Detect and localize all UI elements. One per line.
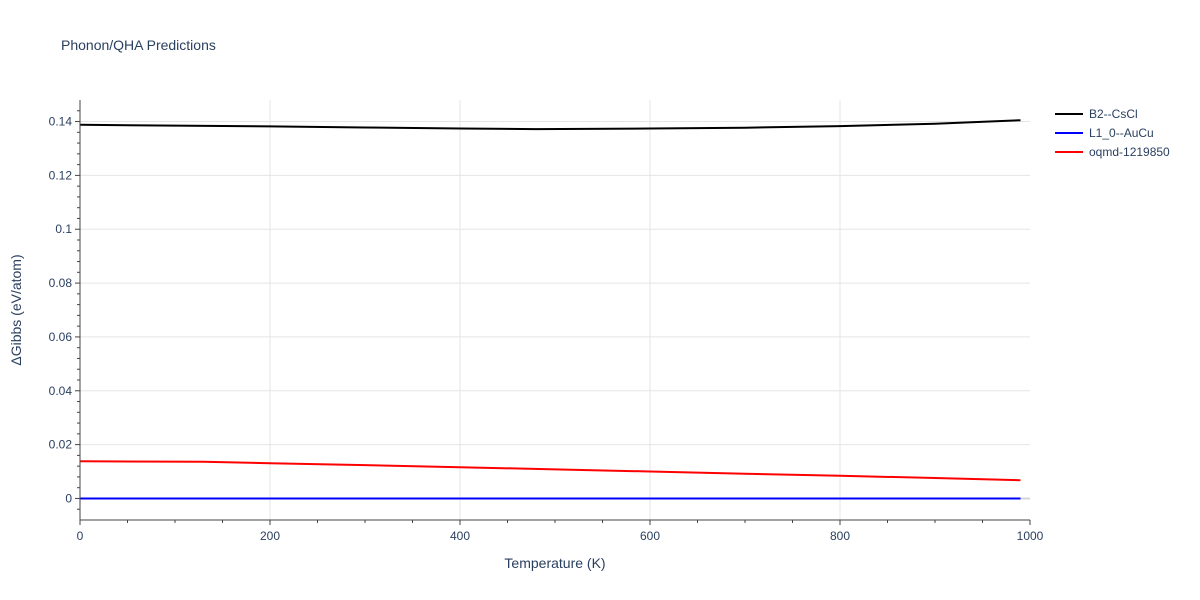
x-tick-label: 600 <box>640 529 660 543</box>
y-tick-label: 0.04 <box>49 384 73 398</box>
x-axis-title: Temperature (K) <box>504 555 605 571</box>
series-line-oqmd-1219850 <box>79 460 1021 482</box>
y-tick-label: 0.06 <box>49 330 73 344</box>
y-tick-label: 0.14 <box>49 115 73 129</box>
y-tick-label: 0.08 <box>49 276 73 290</box>
series-line-B2--CsCl <box>79 119 1021 131</box>
legend-label: L1_0--AuCu <box>1089 126 1154 140</box>
y-tick-label: 0.02 <box>49 438 73 452</box>
x-tick-label: 800 <box>830 529 850 543</box>
y-tick-label: 0.1 <box>55 222 72 236</box>
grid <box>80 100 1030 520</box>
y-tick-label: 0 <box>65 491 72 505</box>
y-tick-label: 0.12 <box>49 168 73 182</box>
legend: B2--CsCl L1_0--AuCu oqmd-1219850 <box>1055 107 1170 159</box>
y-axis-title: ΔGibbs (eV/atom) <box>8 254 24 365</box>
axes: 0 200 400 600 800 1000 0 0.02 0.04 0.06 0.08 0.1 0.1… <box>49 100 1044 543</box>
series-layer <box>79 119 1021 500</box>
x-tick-label: 0 <box>77 529 84 543</box>
legend-label: oqmd-1219850 <box>1089 145 1170 159</box>
x-tick-label: 400 <box>450 529 470 543</box>
legend-label: B2--CsCl <box>1089 107 1138 121</box>
x-tick-label: 200 <box>260 529 280 543</box>
chart-title: Phonon/QHA Predictions <box>61 37 216 53</box>
x-tick-label: 1000 <box>1017 529 1044 543</box>
